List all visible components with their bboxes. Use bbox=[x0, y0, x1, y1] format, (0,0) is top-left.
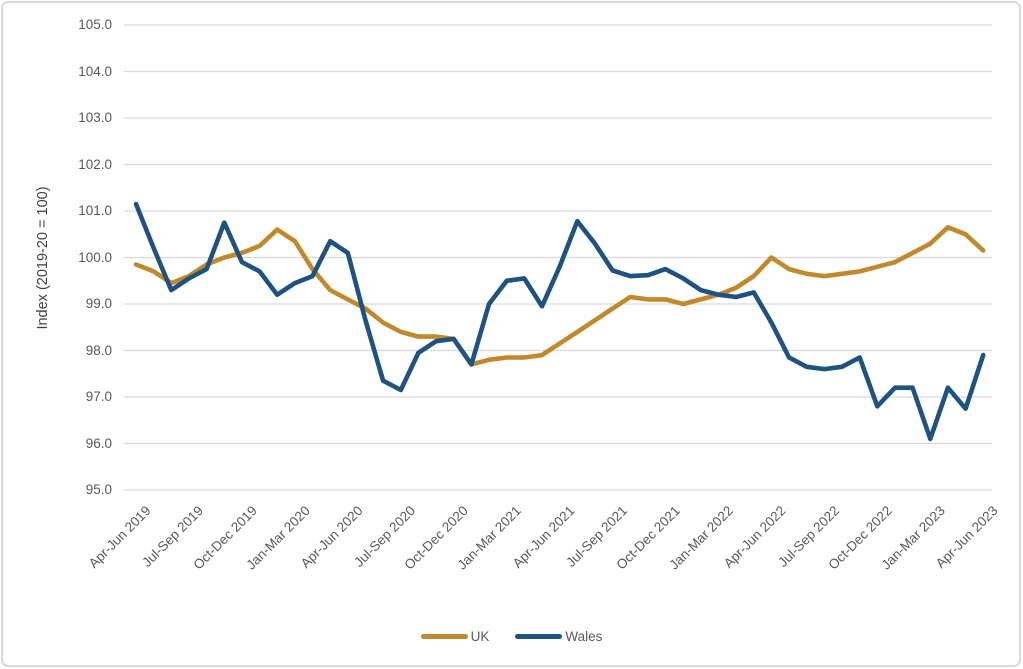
legend: UK Wales bbox=[0, 629, 1023, 644]
legend-label-wales: Wales bbox=[565, 629, 603, 644]
y-tick-label: 99.0 bbox=[85, 296, 112, 311]
y-tick-label: 101.0 bbox=[78, 203, 112, 218]
y-tick-label: 102.0 bbox=[78, 156, 112, 172]
wales-line-swatch bbox=[515, 634, 563, 639]
uk-line-swatch bbox=[420, 634, 468, 639]
y-axis-title: Index (2019-20 = 100) bbox=[35, 186, 51, 330]
y-tick-label: 105.0 bbox=[78, 17, 112, 32]
y-tick-label: 97.0 bbox=[85, 389, 112, 404]
y-tick-label: 104.0 bbox=[78, 63, 112, 79]
wales-series-line bbox=[133, 201, 986, 442]
y-tick-label: 103.0 bbox=[78, 110, 112, 125]
y-tick-label: 96.0 bbox=[85, 435, 112, 451]
legend-item-wales: Wales bbox=[515, 629, 602, 644]
legend-item-uk: UK bbox=[420, 629, 490, 644]
y-tick-label: 98.0 bbox=[85, 342, 112, 358]
y-tick-label: 100.0 bbox=[78, 249, 112, 265]
y-tick-label: 95.0 bbox=[85, 482, 112, 497]
uk-series-line bbox=[133, 225, 986, 367]
legend-label-uk: UK bbox=[470, 629, 490, 644]
